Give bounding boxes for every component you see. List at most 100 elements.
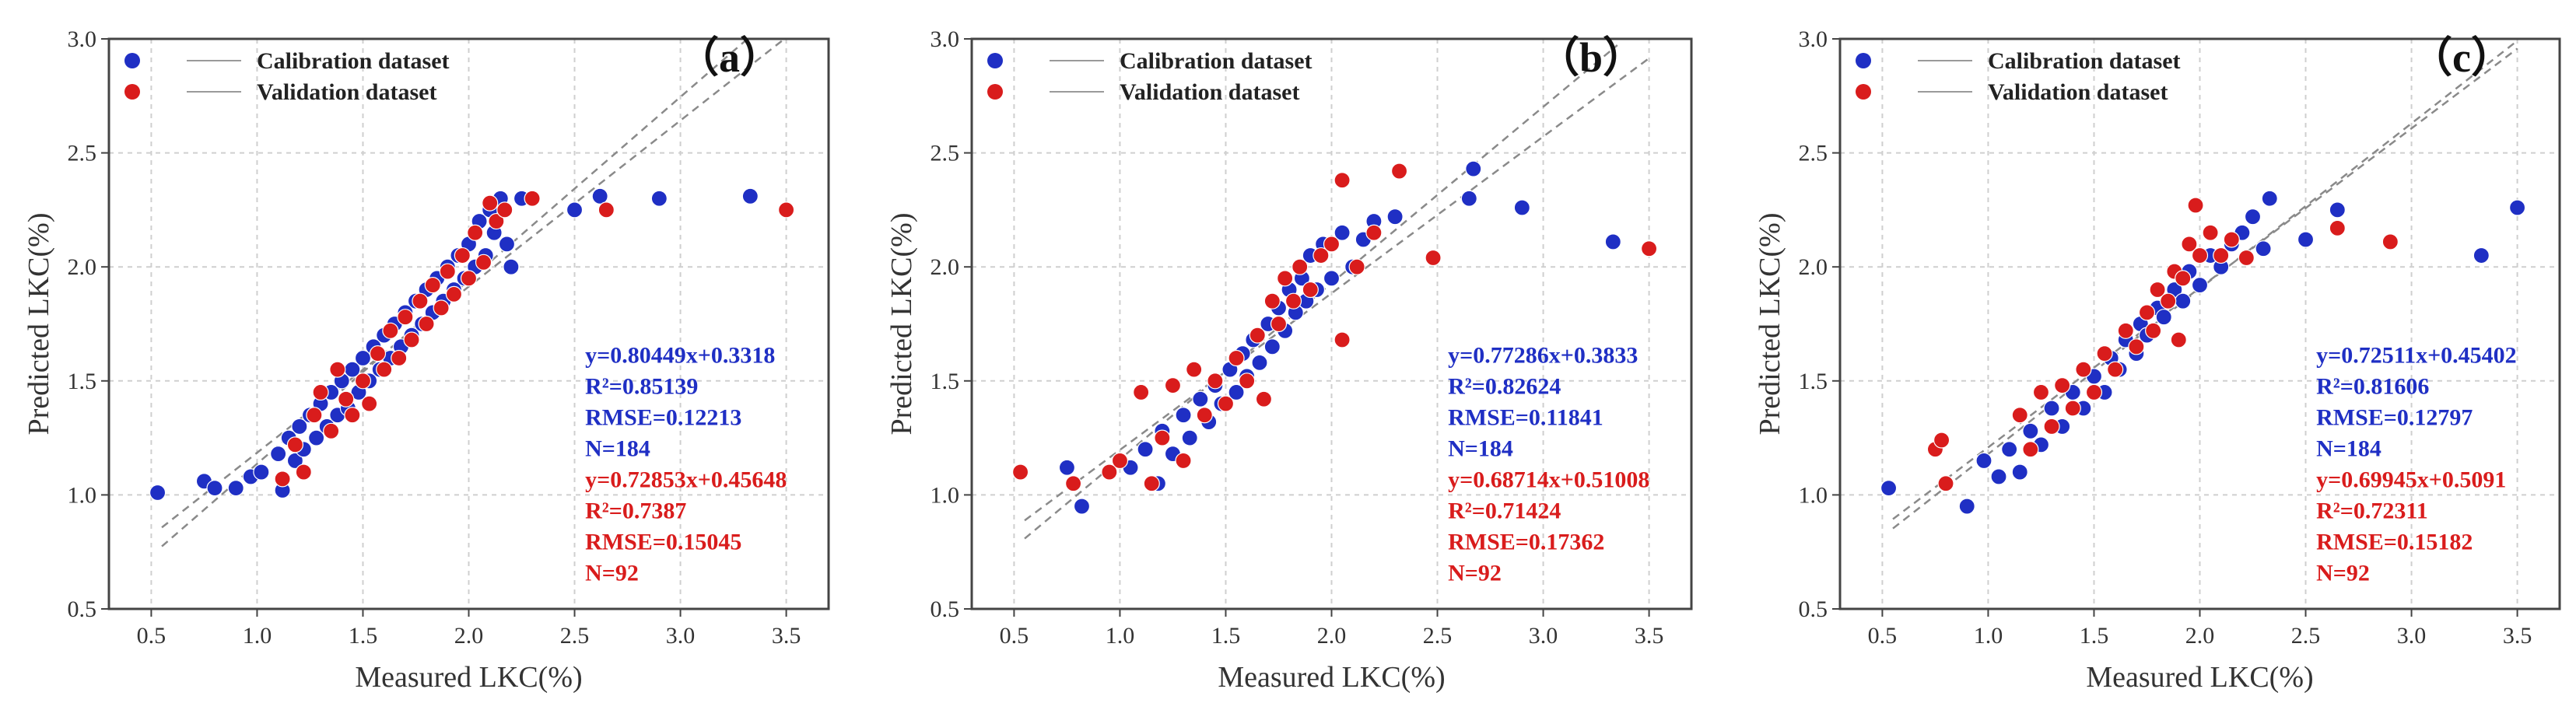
x-tick-label: 2.0 — [454, 623, 484, 649]
scatter-panel-b: 0.5 1.0 1.5 2.0 2.5 3.0 3.5 0.5 1.0 1.5 2.0 2.5 3.0 M… — [885, 26, 1693, 694]
calibration-point — [2043, 400, 2060, 417]
validation-point — [382, 322, 399, 339]
stat-annotation: RMSE=0.15182 — [2316, 529, 2473, 554]
x-tick-label: 1.5 — [349, 623, 378, 649]
legend-entry: Calibration dataset — [1988, 48, 2181, 74]
calibration-point — [1263, 338, 1281, 355]
stat-annotation: N=184 — [2316, 435, 2381, 461]
validation-point — [2043, 418, 2060, 435]
validation-point — [1239, 372, 1256, 390]
x-tick-label: 1.5 — [2080, 623, 2109, 649]
validation-point — [1292, 258, 1309, 275]
y-tick-label: 2.5 — [931, 141, 960, 166]
validation-point — [1101, 463, 1118, 481]
calibration-point — [2175, 292, 2192, 310]
stat-annotation: RMSE=0.12797 — [2316, 404, 2473, 430]
calibration-point — [308, 429, 325, 446]
calibration-point — [591, 187, 608, 205]
calibration-point — [650, 190, 668, 207]
validation-point — [1011, 463, 1029, 481]
validation-point — [488, 212, 505, 230]
y-tick-label: 1.5 — [931, 369, 960, 394]
x-tick-label: 2.0 — [1317, 623, 1347, 649]
validation-point — [445, 285, 463, 303]
stat-annotation: N=92 — [2316, 560, 2370, 586]
validation-point — [454, 247, 471, 264]
scatter-panel-c: 0.5 1.0 1.5 2.0 2.5 3.0 3.5 0.5 1.0 1.5 2.0 2.5 3.0 M… — [1754, 26, 2561, 694]
calibration-point — [2244, 208, 2262, 226]
calibration-point — [1137, 441, 1154, 458]
calibration-point — [2191, 277, 2209, 294]
validation-point — [1390, 163, 1408, 180]
calibration-point — [1990, 468, 2007, 485]
fit-line — [1024, 57, 1650, 522]
calibration-point — [2261, 190, 2278, 207]
y-tick-label: 0.5 — [931, 596, 960, 622]
calibration-point — [354, 349, 372, 367]
stat-annotation: y=0.68714x+0.51008 — [1448, 467, 1649, 492]
validation-point — [2149, 281, 2166, 299]
validation-point — [2054, 377, 2071, 394]
x-tick-label: 3.0 — [1529, 623, 1558, 649]
x-tick-label: 1.5 — [1211, 623, 1241, 649]
y-tick-label: 0.5 — [68, 596, 97, 622]
validation-point — [1334, 172, 1351, 189]
validation-point — [2107, 361, 2124, 378]
x-tick-label: 2.0 — [2185, 623, 2215, 649]
calibration-point — [2508, 199, 2526, 216]
stat-annotation: RMSE=0.15045 — [585, 529, 741, 554]
validation-point — [361, 395, 378, 412]
legend-marker — [1856, 84, 1871, 100]
calibration-point — [1513, 199, 1530, 216]
y-tick-label: 2.5 — [68, 141, 97, 166]
validation-point — [1425, 249, 1442, 267]
validation-point — [391, 349, 408, 367]
calibration-point — [227, 480, 244, 497]
validation-point — [2213, 247, 2230, 264]
calibration-point — [1192, 390, 1209, 407]
panel-tag: （a） — [677, 34, 782, 81]
validation-point — [1263, 292, 1281, 310]
calibration-point — [2297, 231, 2315, 248]
calibration-point — [149, 484, 166, 502]
validation-point — [1302, 281, 1319, 299]
validation-point — [460, 270, 478, 287]
stat-annotation: N=92 — [1448, 560, 1502, 586]
validation-point — [1196, 407, 1213, 424]
validation-point — [598, 201, 615, 219]
y-tick-label: 1.5 — [68, 369, 97, 394]
validation-point — [1249, 327, 1266, 344]
validation-point — [2032, 383, 2050, 401]
validation-point — [433, 299, 450, 317]
legend-marker — [1856, 53, 1871, 68]
validation-point — [2145, 322, 2162, 339]
calibration-point — [2155, 309, 2172, 326]
validation-point — [376, 361, 393, 378]
validation-point — [424, 277, 441, 294]
validation-point — [306, 407, 323, 424]
validation-point — [496, 201, 513, 219]
validation-point — [2138, 304, 2156, 321]
validation-point — [1334, 331, 1351, 348]
validation-point — [2191, 247, 2209, 264]
stat-annotation: N=92 — [585, 560, 639, 586]
validation-point — [2187, 197, 2204, 214]
validation-point — [2117, 322, 2134, 339]
stat-annotation: y=0.80449x+0.3318 — [585, 342, 775, 368]
calibration-point — [1228, 383, 1245, 401]
validation-point — [323, 422, 340, 439]
validation-point — [2160, 292, 2177, 310]
calibration-point — [1958, 498, 1975, 515]
calibration-point — [1604, 233, 1621, 250]
x-tick-label: 1.0 — [243, 623, 272, 649]
x-tick-label: 3.5 — [2503, 623, 2532, 649]
calibration-point — [498, 236, 516, 253]
stat-annotation: R²=0.71424 — [1448, 498, 1561, 523]
stat-annotation: R²=0.72311 — [2316, 498, 2428, 523]
validation-point — [1284, 292, 1302, 310]
x-axis-label: Measured LKC(%) — [1218, 661, 1445, 694]
calibration-point — [1058, 459, 1076, 476]
y-tick-label: 1.0 — [931, 482, 960, 508]
validation-point — [1133, 383, 1150, 401]
panel-tag: （c） — [2410, 34, 2513, 81]
